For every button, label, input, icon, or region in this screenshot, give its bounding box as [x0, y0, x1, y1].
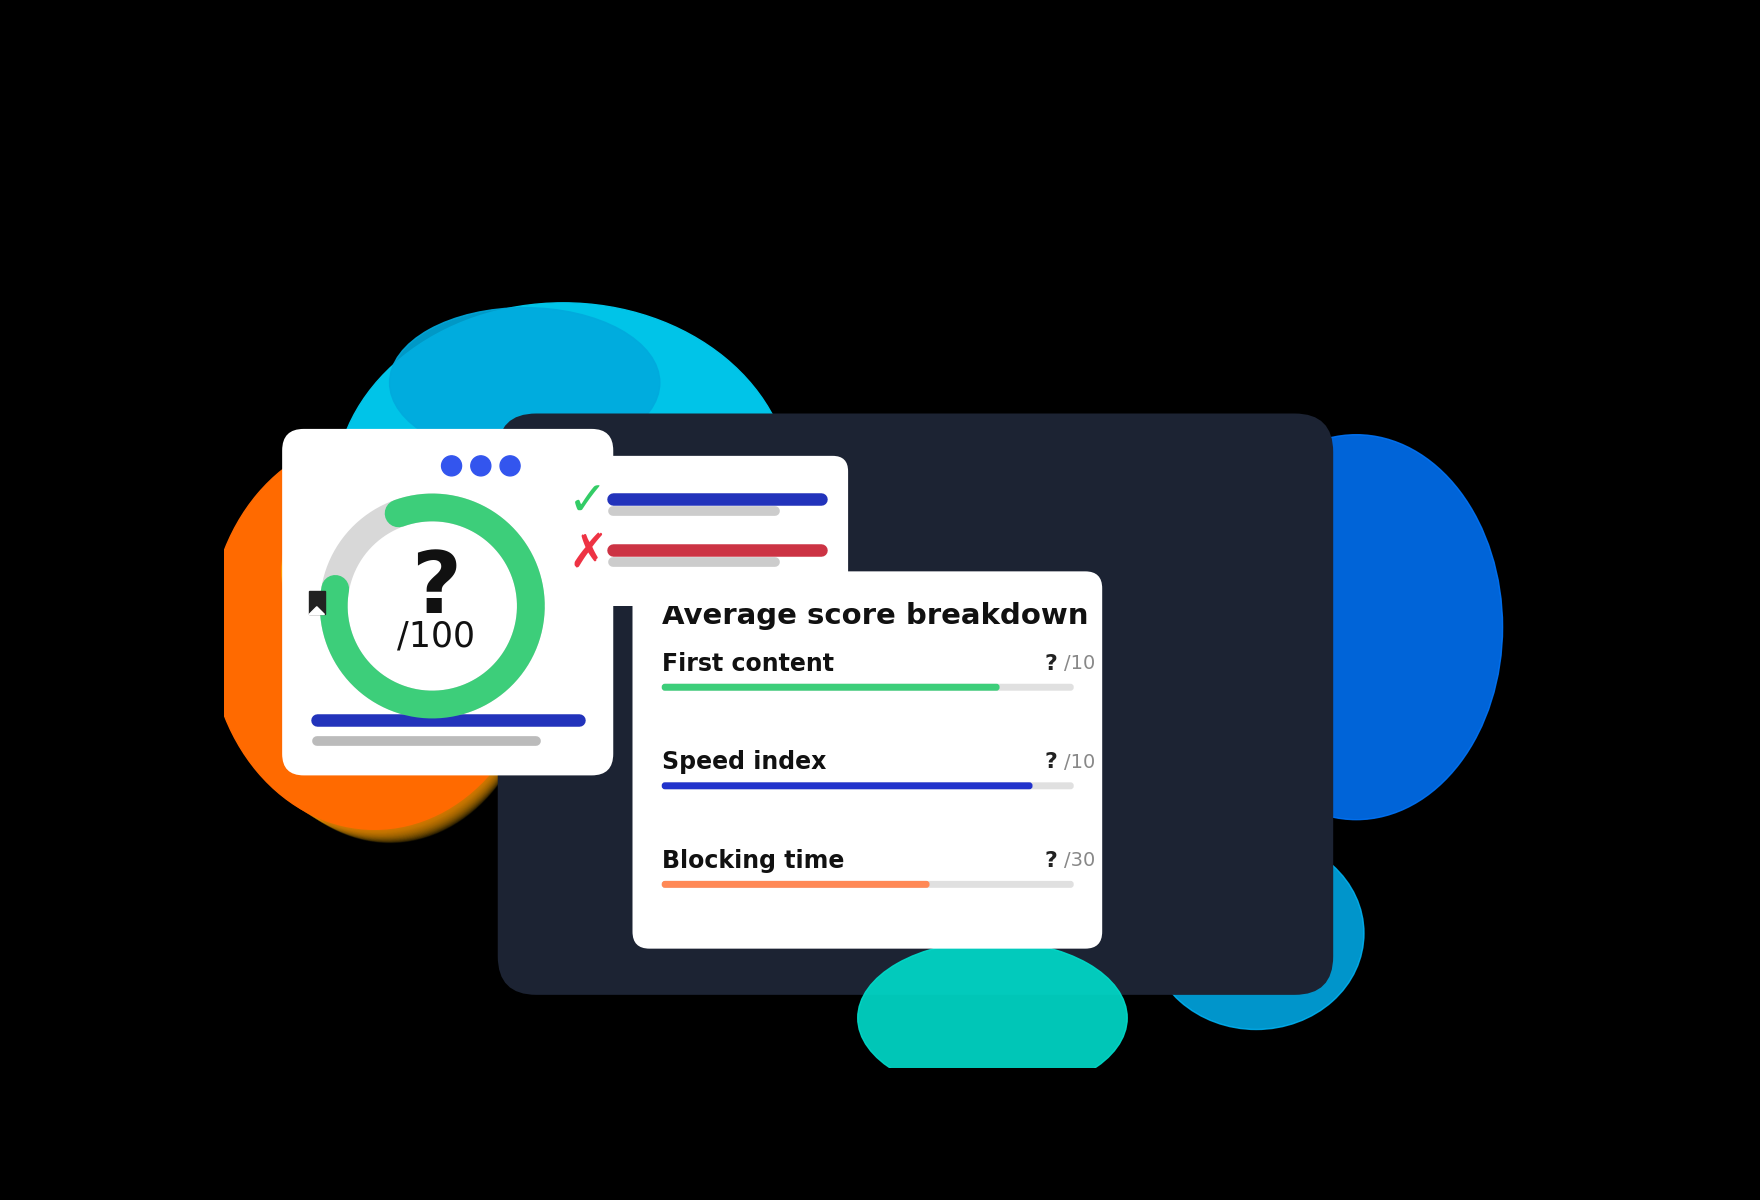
FancyBboxPatch shape: [282, 428, 612, 775]
Ellipse shape: [239, 467, 539, 841]
FancyBboxPatch shape: [556, 456, 848, 606]
Text: ?: ?: [1045, 752, 1058, 773]
Ellipse shape: [231, 460, 539, 839]
Ellipse shape: [234, 462, 539, 839]
Ellipse shape: [224, 451, 540, 835]
Ellipse shape: [225, 452, 540, 835]
Ellipse shape: [227, 455, 540, 836]
Text: ?: ?: [1045, 654, 1058, 673]
Ellipse shape: [229, 457, 539, 838]
Ellipse shape: [215, 443, 540, 832]
Circle shape: [472, 456, 491, 476]
FancyBboxPatch shape: [662, 881, 929, 888]
Text: /100: /100: [398, 619, 475, 654]
Ellipse shape: [213, 442, 540, 832]
Text: ✗: ✗: [568, 532, 607, 577]
Ellipse shape: [222, 450, 540, 835]
Text: ?: ?: [1045, 851, 1058, 871]
Ellipse shape: [236, 464, 539, 841]
Text: /30: /30: [1063, 851, 1095, 870]
Text: ?: ?: [412, 547, 461, 630]
Ellipse shape: [213, 440, 540, 830]
FancyBboxPatch shape: [662, 881, 1074, 888]
Ellipse shape: [334, 302, 792, 678]
Ellipse shape: [222, 449, 540, 834]
Ellipse shape: [209, 437, 540, 829]
FancyBboxPatch shape: [498, 414, 1334, 995]
Ellipse shape: [239, 468, 539, 842]
Ellipse shape: [225, 454, 540, 836]
Ellipse shape: [218, 445, 540, 833]
Ellipse shape: [209, 438, 540, 829]
FancyBboxPatch shape: [662, 782, 1033, 790]
Ellipse shape: [218, 446, 540, 834]
Ellipse shape: [209, 437, 540, 829]
Ellipse shape: [238, 466, 539, 841]
Polygon shape: [310, 607, 324, 614]
Text: ✓: ✓: [568, 481, 607, 526]
Ellipse shape: [282, 473, 514, 670]
FancyBboxPatch shape: [662, 684, 1074, 691]
FancyBboxPatch shape: [662, 684, 1000, 691]
Text: /10: /10: [1063, 654, 1095, 673]
Text: First content: First content: [662, 652, 834, 676]
Ellipse shape: [220, 448, 540, 834]
Circle shape: [500, 456, 521, 476]
Ellipse shape: [1211, 434, 1503, 820]
Polygon shape: [310, 592, 324, 614]
Circle shape: [442, 456, 461, 476]
Ellipse shape: [231, 458, 539, 838]
Ellipse shape: [234, 463, 539, 840]
Ellipse shape: [241, 469, 539, 842]
Ellipse shape: [227, 456, 539, 838]
Ellipse shape: [211, 439, 540, 830]
FancyBboxPatch shape: [662, 782, 1074, 790]
Ellipse shape: [216, 444, 540, 833]
Ellipse shape: [389, 307, 660, 457]
Ellipse shape: [1149, 838, 1364, 1030]
Text: Average score breakdown: Average score breakdown: [662, 602, 1088, 630]
Text: /10: /10: [1063, 752, 1095, 772]
Text: Blocking time: Blocking time: [662, 848, 845, 872]
FancyBboxPatch shape: [632, 571, 1102, 949]
Ellipse shape: [857, 941, 1126, 1094]
Ellipse shape: [232, 461, 539, 839]
Text: Speed index: Speed index: [662, 750, 825, 774]
Ellipse shape: [216, 444, 540, 832]
Ellipse shape: [236, 464, 539, 840]
